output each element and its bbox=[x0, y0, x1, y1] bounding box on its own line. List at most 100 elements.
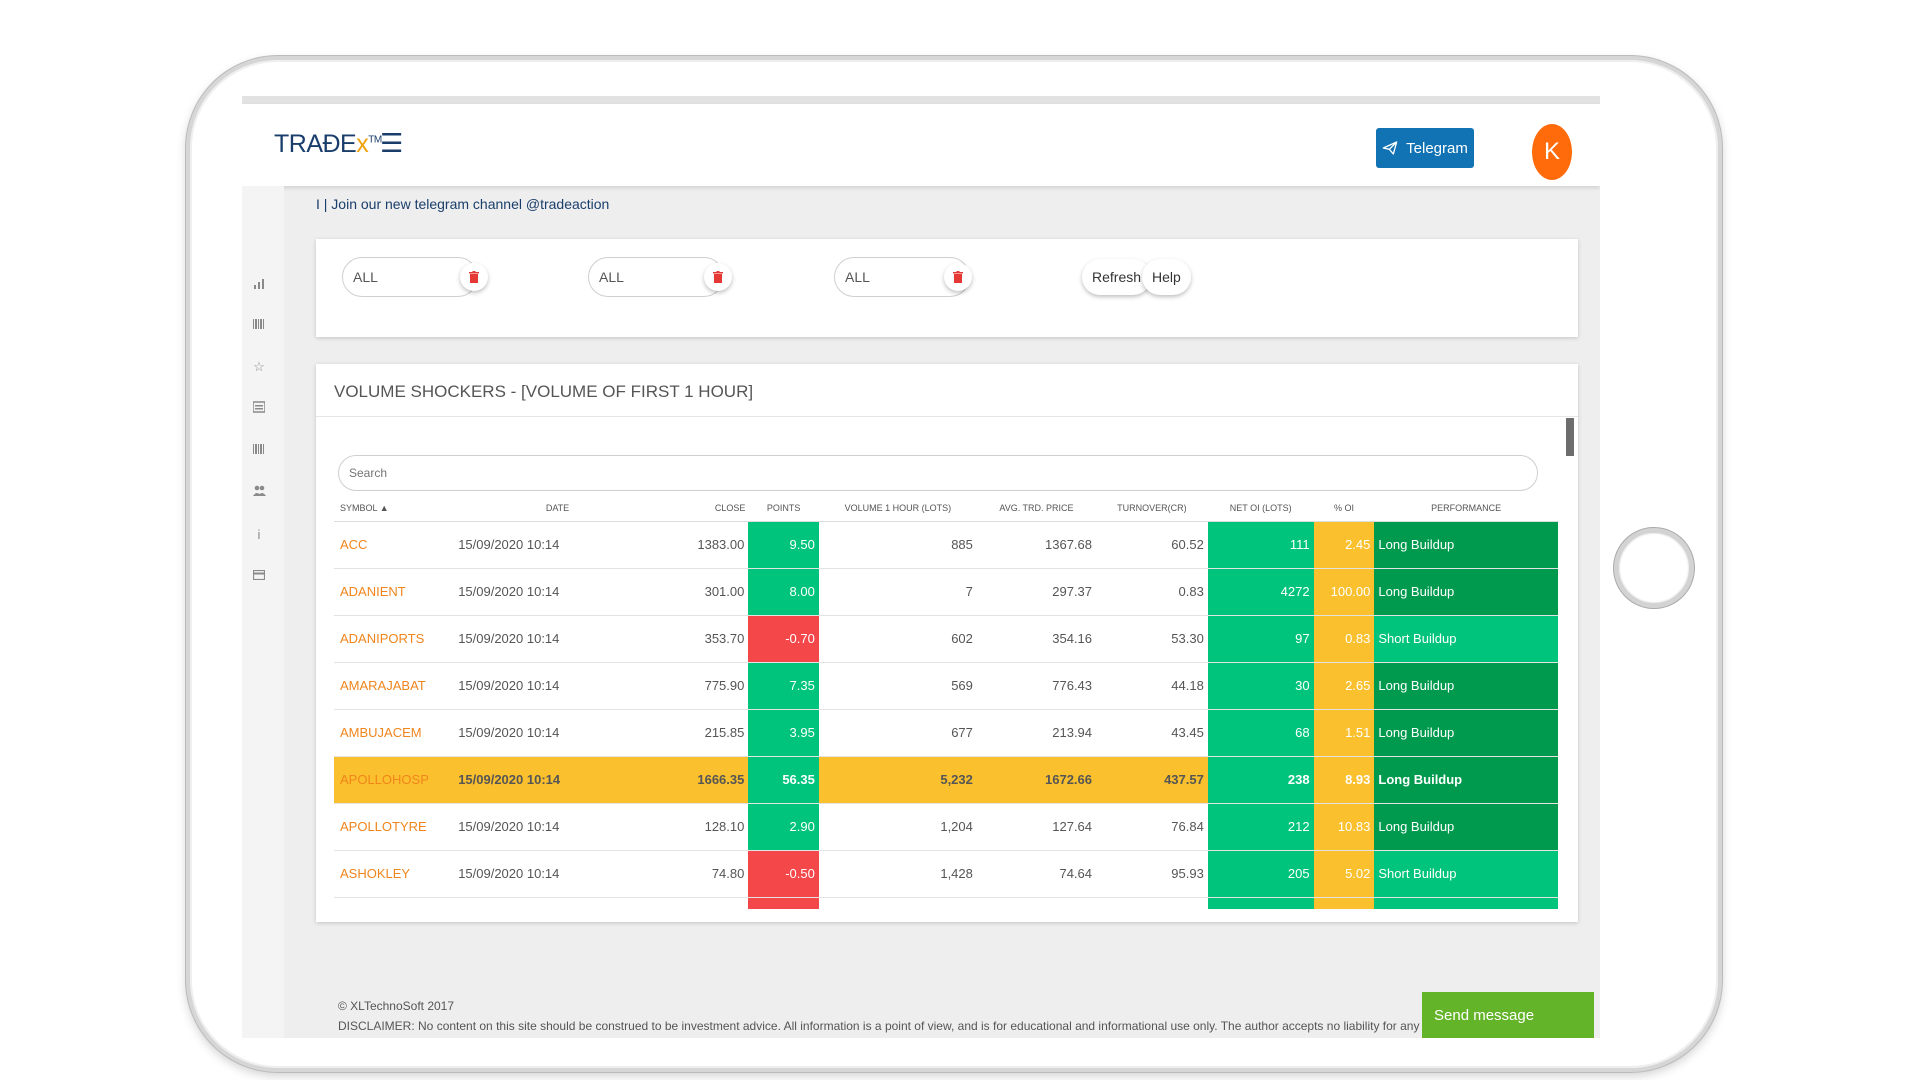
card-title: VOLUME SHOCKERS - [VOLUME OF FIRST 1 HOU… bbox=[334, 382, 754, 401]
symbol-link[interactable]: AMARAJABAT bbox=[334, 662, 455, 710]
net-oi-cell: 68 bbox=[1207, 709, 1314, 757]
date-cell: 15/09/2020 10:14 bbox=[454, 662, 661, 710]
filter-panel: ALL▼ ALL▼ ALL▼ Refresh Help bbox=[316, 239, 1578, 337]
avg-price-cell: 776.43 bbox=[976, 662, 1097, 710]
user-avatar[interactable]: K bbox=[1532, 124, 1572, 180]
col-symbol[interactable]: SYMBOL ▲ bbox=[334, 495, 455, 522]
search-input[interactable] bbox=[338, 455, 1538, 491]
table-row[interactable]: APOLLOHOSP 15/09/2020 10:14 1666.35 56.35 5,… bbox=[334, 756, 1558, 804]
col-avg-price[interactable]: AVG. TRD. PRICE bbox=[976, 495, 1097, 522]
send-message-button[interactable]: Send message bbox=[1422, 992, 1594, 1038]
tradex-logo[interactable]: TRAĐExTM bbox=[274, 130, 382, 158]
filter-select-1[interactable]: ALL▼ bbox=[342, 257, 478, 297]
symbol-link[interactable]: ASHOKLEY bbox=[334, 850, 455, 898]
volume-shockers-card: VOLUME SHOCKERS - [VOLUME OF FIRST 1 HOU… bbox=[316, 364, 1578, 922]
app-header: TRAĐExTM ☰ Telegram K bbox=[242, 104, 1600, 186]
turnover-cell: 0.83 bbox=[1096, 568, 1208, 616]
close-cell: 775.90 bbox=[660, 662, 749, 710]
avg-price-cell: 74.64 bbox=[976, 850, 1097, 898]
help-button[interactable]: Help bbox=[1142, 259, 1191, 295]
performance-cell: Long Buildup bbox=[1374, 662, 1558, 710]
performance-cell: Short Buildup bbox=[1374, 850, 1558, 898]
col-performance[interactable]: PERFORMANCE bbox=[1374, 495, 1558, 522]
points-cell: 9.50 bbox=[748, 521, 819, 569]
credit-card-icon[interactable] bbox=[250, 567, 268, 585]
pct-oi-cell: 5.02 bbox=[1313, 850, 1375, 898]
net-oi-cell: 4272 bbox=[1207, 568, 1314, 616]
performance-cell: Long Buildup bbox=[1374, 756, 1558, 804]
scrollbar-thumb[interactable] bbox=[1566, 418, 1574, 456]
left-sidebar: ☆ i bbox=[242, 186, 284, 1038]
col-turnover[interactable]: TURNOVER(CR) bbox=[1096, 495, 1208, 522]
news-icon[interactable] bbox=[250, 400, 268, 418]
pct-oi-cell: 0.83 bbox=[1313, 615, 1375, 663]
clear-filter-3-button[interactable] bbox=[944, 263, 972, 291]
pct-oi-cell: 10.83 bbox=[1313, 803, 1375, 851]
pct-oi-cell: 100.00 bbox=[1313, 568, 1375, 616]
trash-icon bbox=[953, 271, 963, 283]
clear-filter-1-button[interactable] bbox=[460, 263, 488, 291]
col-points[interactable]: POINTS bbox=[748, 495, 819, 522]
close-cell: 74.80 bbox=[660, 850, 749, 898]
turnover-cell: 53.30 bbox=[1096, 615, 1208, 663]
turnover-cell: 95.93 bbox=[1096, 850, 1208, 898]
clear-filter-2-button[interactable] bbox=[704, 263, 732, 291]
table-row[interactable]: AMARAJABAT 15/09/2020 10:14 775.90 7.35 569 7… bbox=[334, 662, 1558, 710]
volume-cell: 1,428 bbox=[818, 850, 977, 898]
col-pct-oi[interactable]: % OI bbox=[1313, 495, 1375, 522]
symbol-link[interactable]: AMBUJACEM bbox=[334, 709, 455, 757]
trash-icon bbox=[469, 271, 479, 283]
turnover-cell: 437.57 bbox=[1096, 756, 1208, 804]
users-icon[interactable] bbox=[250, 484, 268, 502]
trash-icon bbox=[713, 271, 723, 283]
col-date[interactable]: DATE bbox=[454, 495, 661, 522]
menu-toggle-icon[interactable]: ☰ bbox=[380, 128, 404, 158]
symbol-link[interactable]: ADANIPORTS bbox=[334, 615, 455, 663]
refresh-button[interactable]: Refresh bbox=[1082, 259, 1152, 295]
symbol-link[interactable]: ACC bbox=[334, 521, 455, 569]
barcode-icon[interactable] bbox=[250, 317, 268, 335]
table-cell-partial bbox=[1207, 897, 1314, 909]
performance-cell: Short Buildup bbox=[1374, 615, 1558, 663]
table-row[interactable]: ACC 15/09/2020 10:14 1383.00 9.50 885 1367.68… bbox=[334, 521, 1558, 569]
telegram-button[interactable]: Telegram bbox=[1376, 128, 1474, 168]
close-cell: 1383.00 bbox=[660, 521, 749, 569]
table-row[interactable]: ASHOKLEY 15/09/2020 10:14 74.80 -0.50 1,428 7… bbox=[334, 850, 1558, 898]
table-row[interactable]: ADANIPORTS 15/09/2020 10:14 353.70 -0.70 602… bbox=[334, 615, 1558, 663]
col-volume[interactable]: VOLUME 1 HOUR (LOTS) bbox=[818, 495, 977, 522]
volume-cell: 569 bbox=[818, 662, 977, 710]
turnover-cell: 43.45 bbox=[1096, 709, 1208, 757]
close-cell: 301.00 bbox=[660, 568, 749, 616]
volume-cell: 5,232 bbox=[818, 756, 977, 804]
tablet-home-button bbox=[1614, 528, 1694, 608]
col-close[interactable]: CLOSE bbox=[660, 495, 749, 522]
date-cell: 15/09/2020 10:14 bbox=[454, 709, 661, 757]
volume-cell: 7 bbox=[818, 568, 977, 616]
symbol-link[interactable]: ADANIENT bbox=[334, 568, 455, 616]
sort-asc-icon: ▲ bbox=[379, 502, 389, 513]
table-row[interactable]: ADANIENT 15/09/2020 10:14 301.00 8.00 7 297.3… bbox=[334, 568, 1558, 616]
net-oi-cell: 111 bbox=[1207, 521, 1314, 569]
date-cell: 15/09/2020 10:14 bbox=[454, 756, 661, 804]
paper-plane-icon bbox=[1382, 141, 1398, 155]
info-icon[interactable]: i bbox=[257, 527, 261, 542]
points-cell: -0.70 bbox=[748, 615, 819, 663]
table-row[interactable]: APOLLOTYRE 15/09/2020 10:14 128.10 2.90 1,20… bbox=[334, 803, 1558, 851]
col-net-oi[interactable]: NET OI (LOTS) bbox=[1207, 495, 1314, 522]
symbol-link[interactable]: APOLLOHOSP bbox=[334, 756, 455, 804]
table-cell-partial bbox=[977, 897, 1096, 909]
symbol-link[interactable]: APOLLOTYRE bbox=[334, 803, 455, 851]
barcode-icon[interactable] bbox=[250, 442, 268, 460]
table-row[interactable]: AMBUJACEM 15/09/2020 10:14 215.85 3.95 677 21… bbox=[334, 709, 1558, 757]
table-row-partial bbox=[334, 897, 1558, 909]
performance-cell: Long Buildup bbox=[1374, 709, 1558, 757]
top-strip bbox=[242, 96, 1600, 104]
signal-bars-icon[interactable] bbox=[250, 276, 268, 294]
announcement-text[interactable]: I | Join our new telegram channel @trade… bbox=[316, 196, 610, 212]
avg-price-cell: 1672.66 bbox=[976, 756, 1097, 804]
volume-cell: 885 bbox=[818, 521, 977, 569]
filter-select-3[interactable]: ALL▼ bbox=[834, 257, 970, 297]
net-oi-cell: 212 bbox=[1207, 803, 1314, 851]
app-screen: TRAĐExTM ☰ Telegram K ☆ i I | Join our n… bbox=[242, 96, 1600, 1038]
star-icon[interactable]: ☆ bbox=[253, 359, 265, 374]
